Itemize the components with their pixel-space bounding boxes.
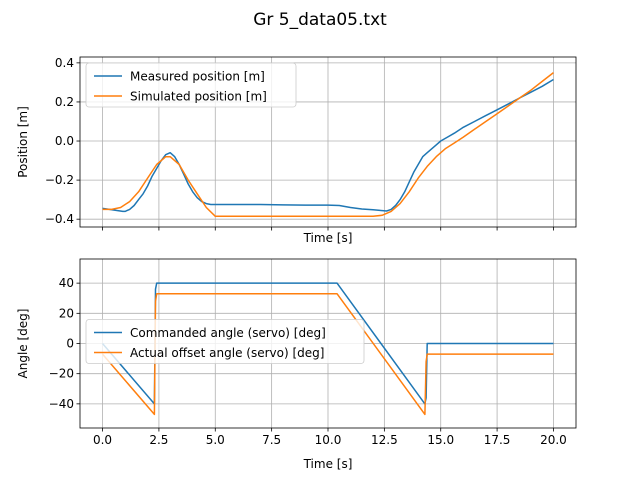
legend-label: Simulated position [m] (130, 90, 267, 104)
x-axis-label: Time [s] (303, 457, 353, 471)
x-tick-label: 0.0 (93, 433, 112, 447)
y-tick-label: 20 (59, 306, 74, 320)
x-axis-label: Time [s] (303, 231, 353, 245)
y-tick-label: 40 (59, 276, 74, 290)
x-tick-label: 17.5 (484, 433, 511, 447)
y-tick-label: −0.2 (45, 173, 74, 187)
x-tick-label: 20.0 (540, 433, 567, 447)
x-tick-label: 15.0 (427, 433, 454, 447)
x-tick-label: 5.0 (206, 433, 225, 447)
legend-label: Actual offset angle (servo) [deg] (130, 346, 324, 360)
legend: Commanded angle (servo) [deg] Actual offs… (86, 320, 364, 364)
legend-label: Commanded angle (servo) [deg] (130, 326, 326, 340)
figure-title: Gr 5_data05.txt (253, 10, 387, 30)
x-tick-label: 12.5 (371, 433, 398, 447)
y-axis-label: Position [m] (16, 106, 30, 178)
x-tick-label: 2.5 (149, 433, 168, 447)
y-tick-label: −40 (49, 397, 74, 411)
y-axis-label: Angle [deg] (16, 309, 30, 379)
legend: Measured position [m] Simulated position … (86, 63, 296, 107)
legend-label: Measured position [m] (130, 70, 265, 84)
x-tick-label: 10.0 (315, 433, 342, 447)
y-tick-label: −20 (49, 367, 74, 381)
y-tick-label: 0.2 (55, 95, 74, 109)
y-tick-label: 0.4 (55, 56, 74, 70)
y-tick-label: 0 (66, 337, 74, 351)
y-tick-label: 0.0 (55, 134, 74, 148)
y-tick-label: −0.4 (45, 212, 74, 226)
x-tick-label: 7.5 (262, 433, 281, 447)
